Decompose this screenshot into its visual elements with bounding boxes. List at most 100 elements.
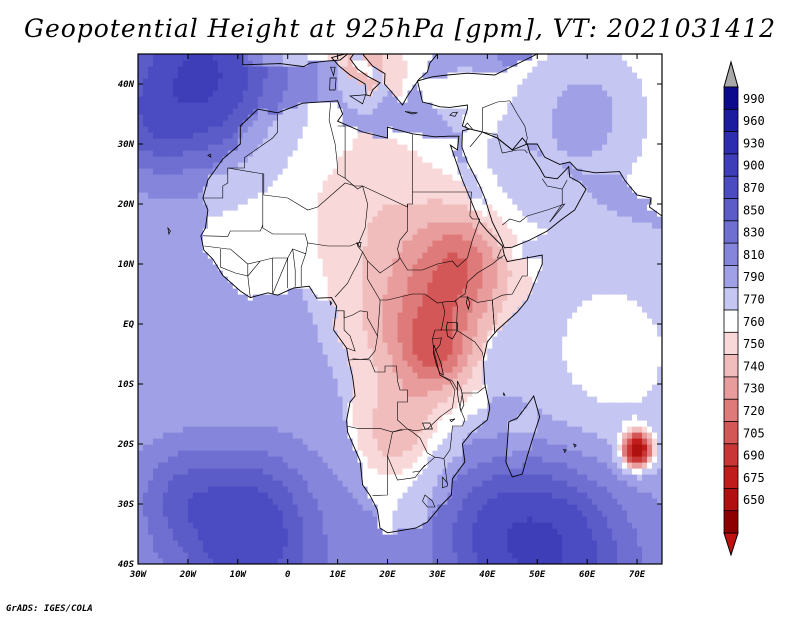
- field-cell: [592, 342, 598, 349]
- field-cell: [442, 300, 449, 307]
- field-cell: [167, 426, 174, 433]
- field-cell: [582, 516, 588, 523]
- field-cell: [497, 486, 503, 493]
- field-cell: [312, 408, 319, 415]
- field-cell: [332, 438, 339, 445]
- field-cell: [292, 390, 299, 397]
- field-cell: [302, 534, 309, 541]
- field-cell: [157, 552, 164, 559]
- field-cell: [467, 426, 473, 433]
- field-cell: [582, 402, 588, 409]
- field-cell: [437, 492, 444, 499]
- field-cell: [312, 480, 319, 487]
- field-cell: [367, 438, 374, 445]
- field-cell: [527, 294, 533, 301]
- field-cell: [582, 324, 588, 331]
- field-cell: [187, 558, 194, 564]
- field-cell: [482, 396, 488, 403]
- field-cell: [437, 456, 444, 463]
- field-cell: [372, 366, 379, 373]
- field-cell: [197, 378, 204, 385]
- field-cell: [582, 318, 588, 325]
- field-cell: [517, 432, 523, 439]
- field-cell: [187, 276, 194, 283]
- field-cell: [397, 540, 404, 547]
- field-cell: [297, 420, 304, 427]
- field-cell: [267, 450, 274, 457]
- field-cell: [512, 540, 518, 547]
- field-cell: [297, 384, 304, 391]
- field-cell: [577, 450, 583, 457]
- field-cell: [547, 396, 553, 403]
- field-cell: [557, 480, 563, 487]
- field-cell: [467, 534, 473, 541]
- field-cell: [657, 282, 662, 289]
- field-cell: [422, 354, 429, 361]
- field-cell: [197, 354, 204, 361]
- field-cell: [252, 498, 259, 505]
- field-cell: [302, 492, 309, 499]
- field-cell: [327, 432, 334, 439]
- field-cell: [592, 384, 598, 391]
- field-cell: [362, 312, 369, 319]
- field-cell: [202, 474, 209, 481]
- field-cell: [152, 402, 159, 409]
- field-cell: [412, 492, 419, 499]
- field-cell: [282, 384, 289, 391]
- field-cell: [237, 534, 244, 541]
- field-cell: [147, 378, 154, 385]
- field-cell: [262, 432, 269, 439]
- field-cell: [442, 324, 449, 331]
- field-cell: [522, 516, 528, 523]
- field-cell: [342, 510, 349, 517]
- field-cell: [482, 408, 488, 415]
- field-cell: [372, 390, 379, 397]
- field-cell: [652, 420, 658, 427]
- field-cell: [657, 456, 662, 463]
- field-cell: [372, 480, 379, 487]
- field-cell: [647, 318, 653, 325]
- field-cell: [347, 456, 354, 463]
- field-cell: [462, 420, 468, 427]
- field-cell: [142, 384, 149, 391]
- field-cell: [487, 480, 493, 487]
- field-cell: [267, 432, 274, 439]
- field-cell: [312, 474, 319, 481]
- field-cell: [402, 504, 409, 511]
- field-cell: [507, 300, 513, 307]
- field-cell: [212, 450, 219, 457]
- field-cell: [522, 378, 528, 385]
- field-cell: [257, 516, 264, 523]
- field-cell: [297, 546, 304, 553]
- field-cell: [297, 522, 304, 529]
- field-cell: [187, 306, 194, 313]
- field-cell: [322, 468, 329, 475]
- field-cell: [462, 450, 468, 457]
- field-cell: [202, 396, 209, 403]
- field-cell: [222, 354, 229, 361]
- field-cell: [222, 468, 229, 475]
- field-cell: [547, 516, 553, 523]
- field-cell: [422, 552, 429, 559]
- field-cell: [437, 450, 444, 457]
- field-cell: [277, 528, 284, 535]
- field-cell: [417, 378, 424, 385]
- field-cell: [277, 492, 284, 499]
- field-cell: [222, 396, 229, 403]
- field-cell: [567, 486, 573, 493]
- field-cell: [222, 426, 229, 433]
- field-cell: [597, 516, 603, 523]
- field-cell: [597, 378, 603, 385]
- field-cell: [447, 372, 453, 379]
- field-cell: [512, 456, 518, 463]
- field-cell: [252, 408, 259, 415]
- field-cell: [212, 366, 219, 373]
- field-cell: [237, 282, 244, 289]
- field-cell: [587, 474, 593, 481]
- field-cell: [292, 546, 299, 553]
- field-cell: [652, 342, 658, 349]
- field-cell: [417, 306, 424, 313]
- field-cell: [427, 510, 434, 517]
- field-cell: [437, 408, 444, 415]
- field-cell: [192, 426, 199, 433]
